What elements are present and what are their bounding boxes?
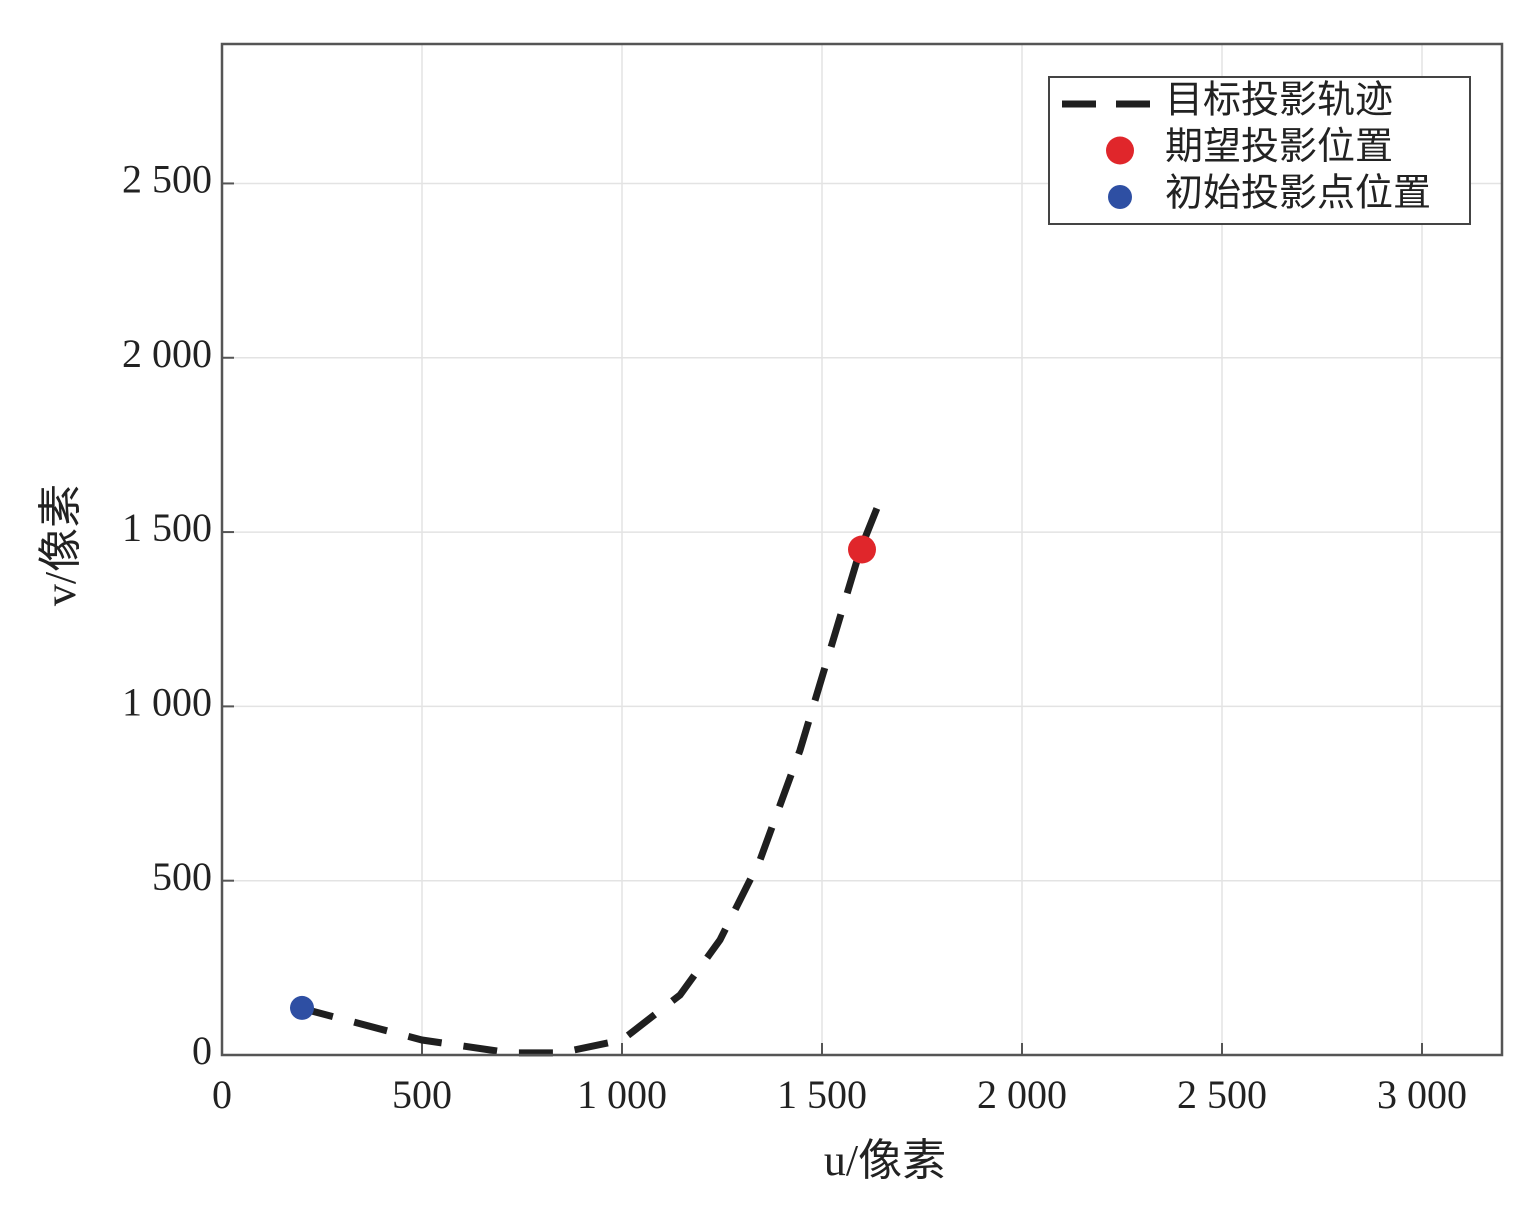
legend-label: 期望投影位置 xyxy=(1165,126,1393,168)
scatter-point xyxy=(848,535,876,564)
y-tick-label: 1 500 xyxy=(122,505,212,550)
x-tick-label: 3 000 xyxy=(1377,1072,1467,1117)
y-tick-label: 1 000 xyxy=(122,680,212,725)
x-tick-label: 500 xyxy=(392,1072,452,1117)
x-axis-label: u/像素 xyxy=(824,1136,946,1185)
scatter-point xyxy=(290,995,314,1020)
legend-label: 目标投影轨迹 xyxy=(1165,80,1393,122)
y-tick-label: 2 500 xyxy=(122,157,212,202)
plot xyxy=(290,504,882,1057)
y-tick-label: 500 xyxy=(152,854,212,899)
y-tick-label: 2 000 xyxy=(122,331,212,376)
trajectory-line xyxy=(299,504,882,1057)
x-tick-label: 0 xyxy=(212,1072,232,1117)
legend-label: 初始投影点位置 xyxy=(1165,173,1431,215)
y-tick-label: 0 xyxy=(192,1028,212,1073)
x-tick-label: 2 000 xyxy=(977,1072,1067,1117)
x-tick-label: 1 000 xyxy=(577,1072,667,1117)
x-tick-label: 1 500 xyxy=(777,1072,867,1117)
x-tick-label: 2 500 xyxy=(1177,1072,1267,1117)
axes-frame xyxy=(220,42,1504,1057)
y-axis-label: v/像素 xyxy=(36,484,85,606)
legend-swatch xyxy=(1108,185,1132,209)
legend-swatch xyxy=(1106,136,1134,165)
